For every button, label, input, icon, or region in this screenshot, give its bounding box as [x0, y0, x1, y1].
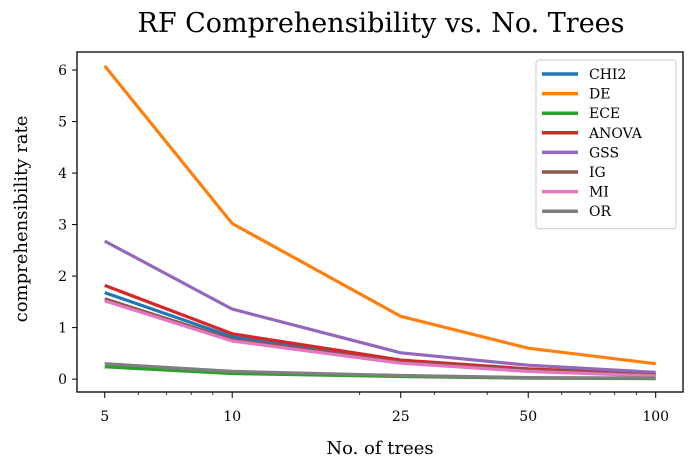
y-tick-label: 6 [58, 63, 67, 79]
x-tick-label: 5 [100, 409, 109, 425]
x-tick-label: 100 [642, 409, 669, 425]
x-axis-label: No. of trees [326, 438, 433, 459]
legend-label-or: OR [589, 204, 611, 220]
legend-label-mi: MI [589, 185, 609, 201]
y-tick-label: 0 [58, 372, 67, 388]
y-tick-label: 1 [58, 321, 67, 337]
y-tick-label: 3 [58, 218, 67, 234]
x-tick-label: 25 [392, 409, 410, 425]
y-axis-label: comprehensibility rate [11, 116, 32, 323]
legend-label-ece: ECE [589, 106, 620, 122]
series-line-ig [104, 297, 656, 377]
series-line-gss [103, 239, 656, 374]
series-line-de [103, 64, 656, 366]
legend [535, 59, 677, 230]
chart-title: RF Comprehensibility vs. No. Trees [137, 8, 624, 39]
legend-label-anova: ANOVA [588, 126, 643, 142]
y-tick-label: 2 [58, 269, 67, 285]
legend-label-de: DE [589, 87, 610, 103]
y-tick-label: 5 [58, 115, 67, 131]
legend-label-gss: GSS [589, 145, 619, 161]
x-tick-label: 10 [223, 409, 241, 425]
legend-label-ig: IG [589, 165, 606, 181]
y-tick-label: 4 [58, 166, 67, 182]
series-line-mi [104, 299, 656, 378]
plot-frame [76, 51, 684, 393]
series-line-or [104, 362, 656, 380]
legend-label-chi2: CHI2 [589, 67, 626, 83]
x-tick-label: 50 [519, 409, 537, 425]
